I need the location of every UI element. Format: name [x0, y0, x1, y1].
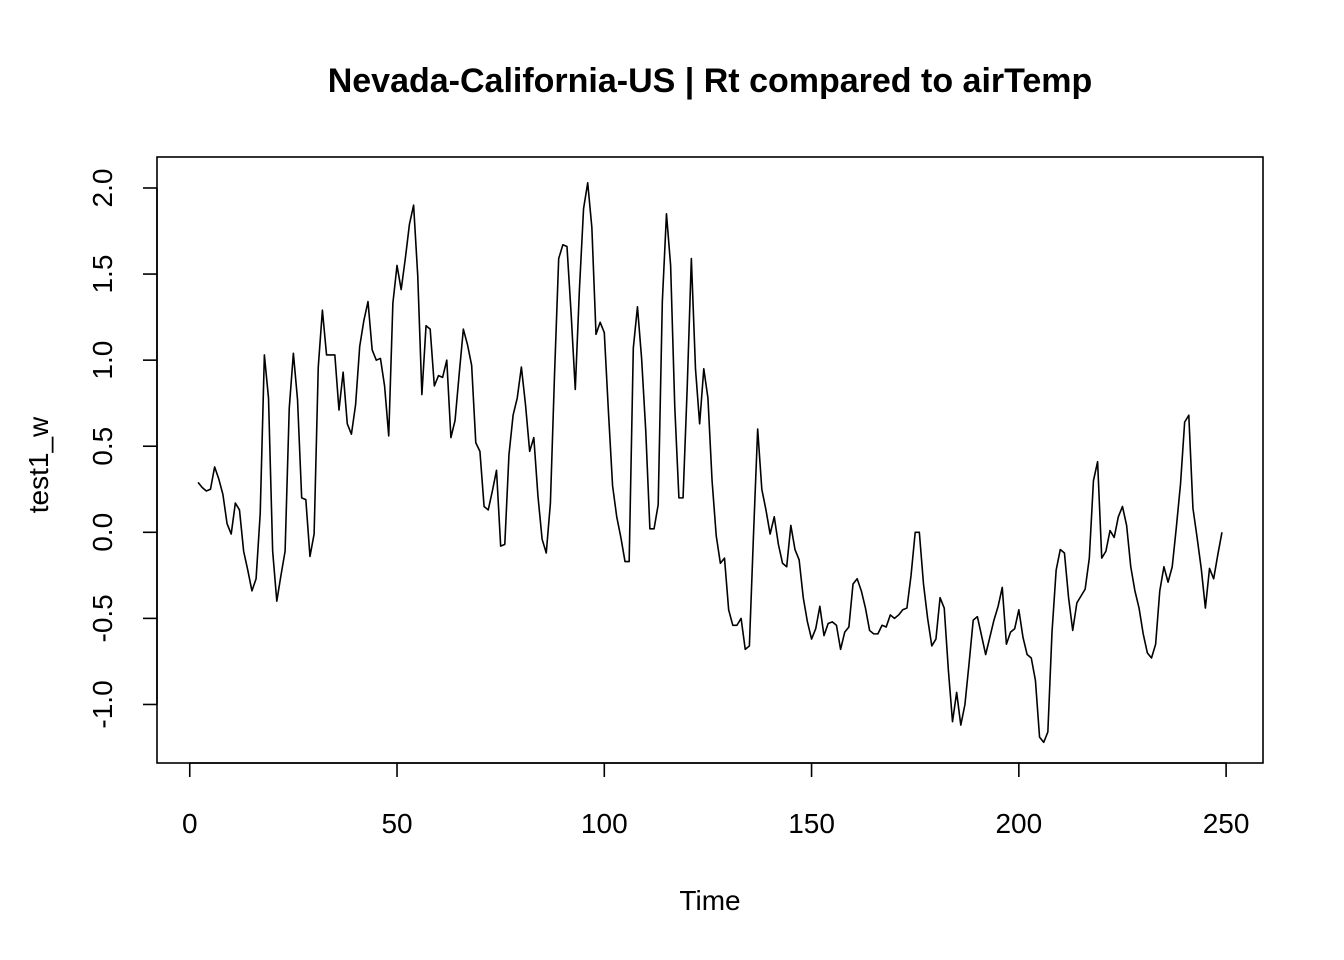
x-tick-label: 100	[581, 808, 628, 839]
x-axis-label: Time	[679, 885, 740, 916]
y-tick-label: -1.0	[87, 680, 118, 728]
x-tick-label: 150	[788, 808, 835, 839]
y-tick-label: 0.5	[87, 427, 118, 466]
y-axis: -1.0 -0.5 0.0 0.5 1.0 1.5 2.0	[87, 169, 158, 729]
chart-title: Nevada-California-US | Rt compared to ai…	[328, 62, 1093, 100]
x-axis: 0 50 100 150 200 250	[182, 762, 1250, 839]
y-tick-label: 1.0	[87, 341, 118, 380]
y-axis-label: test1_w	[23, 416, 54, 513]
x-tick-label: 200	[995, 808, 1042, 839]
y-tick-label: 0.0	[87, 513, 118, 552]
x-tick-label: 0	[182, 808, 198, 839]
x-tick-label: 50	[381, 808, 412, 839]
x-tick-label: 250	[1203, 808, 1250, 839]
plot-frame	[156, 156, 1264, 764]
series-line	[197, 182, 1223, 744]
y-tick-label: -0.5	[87, 594, 118, 642]
y-tick-label: 2.0	[87, 169, 118, 208]
y-tick-label: 1.5	[87, 255, 118, 294]
